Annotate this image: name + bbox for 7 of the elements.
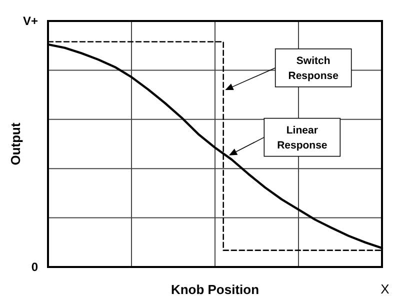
annotation: Switch Response: [288, 54, 339, 82]
text: X: [380, 282, 390, 296]
text: 0: [31, 260, 38, 274]
x-axis-title: Knob Position: [170, 282, 260, 297]
annotation: Linear Response: [277, 124, 328, 152]
text: V+: [22, 14, 38, 28]
y-axis-title: Output: [8, 122, 23, 166]
